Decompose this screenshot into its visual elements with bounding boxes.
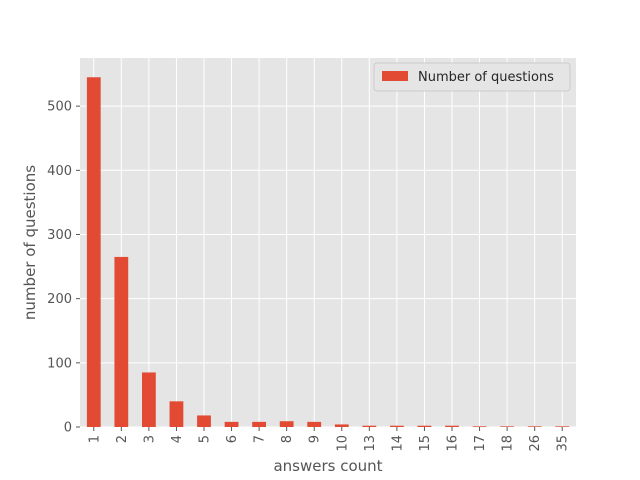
bar [169, 401, 184, 427]
bar [307, 421, 322, 427]
bar [279, 421, 294, 427]
x-tick-label: 6 [225, 435, 240, 443]
y-tick-label: 100 [47, 356, 72, 371]
x-tick-label: 35 [556, 435, 571, 452]
bar [390, 425, 404, 427]
x-tick-label: 17 [473, 435, 488, 452]
bar [334, 424, 349, 427]
bar [252, 421, 266, 427]
bar [417, 425, 432, 427]
x-tick-label: 3 [142, 435, 157, 443]
x-axis-ticks: 1 2 3 4 5 6 7 8 9 10 13 14 15 16 17 18 26 35 [87, 427, 571, 452]
x-tick-label: 16 [446, 435, 461, 452]
x-tick-label: 1 [87, 435, 102, 443]
x-tick-label: 4 [170, 435, 185, 443]
x-tick-label: 9 [308, 435, 323, 443]
bar [86, 77, 101, 428]
grid-lines [80, 58, 576, 428]
x-tick-label: 5 [198, 435, 213, 443]
y-tick-label: 400 [47, 164, 72, 179]
x-axis-label: answers count [273, 457, 382, 475]
x-tick-label: 7 [253, 435, 268, 443]
legend-box [373, 62, 571, 92]
bar [362, 425, 377, 427]
bar [224, 421, 239, 427]
y-tick-label: 300 [47, 228, 72, 243]
legend: Number of questions [373, 62, 571, 92]
bar [197, 415, 211, 427]
plot-background [80, 58, 576, 427]
x-tick-label: 26 [528, 435, 543, 452]
y-axis-label: number of questions [21, 165, 39, 320]
x-tick-label: 14 [390, 435, 405, 452]
x-tick-label: 8 [280, 435, 295, 443]
x-tick-label: 13 [363, 435, 378, 452]
y-tick-label: 200 [47, 292, 72, 307]
legend-label: Number of questions [418, 70, 554, 85]
y-tick-label: 0 [64, 421, 72, 436]
x-tick-label: 18 [501, 435, 516, 452]
bar [555, 426, 570, 427]
y-axis-ticks: 0 100 200 300 400 500 [47, 100, 80, 436]
bar [114, 256, 129, 427]
x-tick-label: 15 [418, 435, 433, 452]
bars [86, 77, 570, 428]
legend-swatch [382, 71, 408, 81]
bar [445, 425, 459, 427]
bar [142, 372, 156, 427]
x-tick-label: 2 [115, 435, 130, 443]
y-tick-label: 500 [47, 100, 72, 115]
x-tick-label: 10 [335, 435, 350, 452]
bar [527, 426, 542, 427]
bar [500, 426, 514, 427]
bar [472, 426, 487, 427]
